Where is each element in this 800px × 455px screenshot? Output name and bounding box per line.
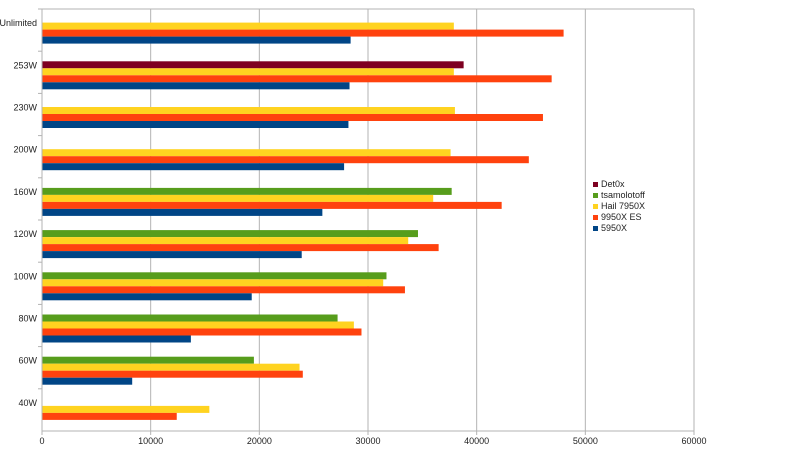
legend-swatch-9950x-es [593,215,598,220]
bar-hail-7950x-230w [42,107,455,114]
x-tick-label-0: 0 [39,436,44,446]
bar-9950x-es-40w [42,412,177,420]
bar-tsamolotoff-100w [42,272,387,280]
bar-hail-7950x-80w [42,321,354,329]
bar-5950x-80w [42,335,191,343]
bar-9950x-es-160w [42,201,502,209]
category-label-60w: 60W [18,356,37,366]
bar-hail-7950x-100w [42,279,384,287]
axes [38,8,695,435]
bar-hail-7950x-60w [42,363,300,371]
legend-swatch-tsamolotoff [593,193,598,198]
category-label-160w: 160W [13,187,37,197]
category-label-230w: 230W [13,103,37,113]
x-tick-label-10000: 10000 [138,436,163,446]
bar-hail-7950x-unlimited [42,22,454,30]
bar-hail-7950x-120w [42,237,409,245]
legend-swatch-det0x [593,182,598,187]
bars [42,22,564,420]
x-tick-label-60000: 60000 [681,436,706,446]
legend-label-tsamolotoff: tsamolotoff [601,190,645,200]
category-labels: Unlimited 253W 230W 200W 160W 120W 100W 80W 60W 4… [0,18,38,408]
bar-tsamolotoff-120w [42,230,418,238]
bar-5950x-120w [42,251,302,259]
category-label-120w: 120W [13,229,37,239]
bar-5950x-60w [42,377,133,385]
category-label-100w: 100W [13,271,37,281]
legend-label-det0x: Det0x [601,179,625,189]
bar-9950x-es-100w [42,286,405,294]
bar-det0x-253w [42,61,464,69]
bar-tsamolotoff-160w [42,187,452,195]
bar-5950x-unlimited [42,36,351,44]
category-label-80w: 80W [18,314,37,324]
bar-hail-7950x-253w [42,68,454,76]
bar-9950x-es-60w [42,370,303,378]
bar-5950x-253w [42,82,350,90]
legend-label-hail-7950x: Hail 7950X [601,201,645,211]
bar-5950x-100w [42,293,252,301]
legend-label-9950x-es: 9950X ES [601,212,642,222]
bar-9950x-es-80w [42,328,362,336]
x-tick-labels: 0 10000 20000 30000 40000 50000 60000 [39,436,706,446]
legend-swatch-5950x [593,226,598,231]
legend-label-5950x: 5950X [601,223,627,233]
bar-hail-7950x-40w [42,405,210,413]
bar-9950x-es-230w [42,114,543,121]
x-tick-label-30000: 30000 [355,436,380,446]
bar-tsamolotoff-80w [42,314,338,322]
bar-9950x-es-200w [42,156,529,164]
category-label-unlimited: Unlimited [0,18,37,28]
legend-swatch-hail-7950x [593,204,598,209]
bar-9950x-es-253w [42,75,552,83]
bar-tsamolotoff-60w [42,356,254,364]
bar-9950x-es-120w [42,244,439,252]
bar-5950x-230w [42,121,349,128]
bar-hail-7950x-160w [42,194,434,202]
bar-hail-7950x-200w [42,149,451,157]
x-tick-label-20000: 20000 [247,436,272,446]
category-label-40w: 40W [18,398,37,408]
category-label-253w: 253W [13,60,37,70]
bar-5950x-200w [42,163,345,171]
bar-9950x-es-unlimited [42,29,564,37]
x-tick-label-50000: 50000 [573,436,598,446]
x-tick-label-40000: 40000 [464,436,489,446]
bar-5950x-160w [42,208,323,216]
category-label-200w: 200W [13,145,37,155]
